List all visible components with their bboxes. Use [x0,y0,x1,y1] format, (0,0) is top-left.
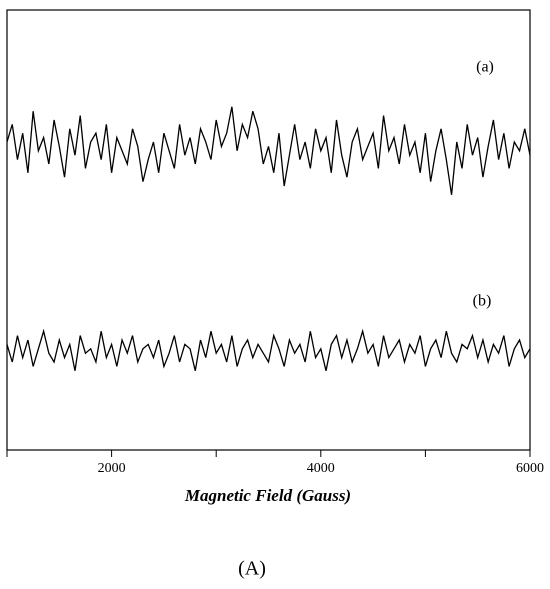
spectrum-line [6,106,531,195]
spectrum-line [6,328,531,371]
x-tick-label: 6000 [516,461,544,476]
trace-label: (b) [473,293,492,310]
trace-label: (a) [476,59,494,76]
x-axis-title: Magnetic Field (Gauss) [184,486,351,505]
figure-caption: (A) [238,558,266,580]
plot-frame [6,9,531,451]
x-tick-label: 2000 [98,461,126,476]
x-tick-label: 4000 [307,461,335,476]
